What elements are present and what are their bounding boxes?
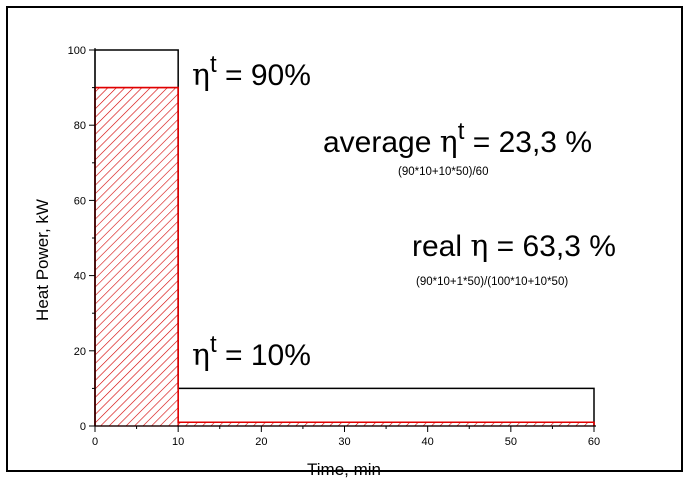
y-tick-label: 0 — [80, 421, 86, 433]
x-tick-label: 20 — [255, 436, 267, 448]
annotation-eta-90: ηt = 90% — [192, 51, 311, 93]
annotation-eta-10: ηt = 10% — [192, 331, 311, 373]
x-tick-label: 10 — [172, 436, 184, 448]
useful-heat-bar-0 — [94, 86, 179, 427]
annotation-real-eta: real η = 63,3 % — [412, 229, 616, 264]
y-tick-label: 100 — [68, 45, 86, 57]
y-tick-label: 80 — [74, 120, 86, 132]
annotation-average-eta: average ηt = 23,3 % — [323, 118, 592, 160]
annotation-real-formula: (90*10+1*50)/(100*10+10*50) — [416, 276, 568, 288]
y-axis-title: Heat Power, kW — [33, 199, 52, 321]
x-tick-label: 60 — [588, 436, 600, 448]
y-tick-label: 60 — [74, 195, 86, 207]
x-tick-label: 0 — [92, 436, 98, 448]
x-axis-title: Time, min — [307, 460, 381, 479]
x-tick-label: 50 — [505, 436, 517, 448]
annotation-average-formula: (90*10+10*50)/60 — [398, 166, 488, 178]
y-tick-label: 40 — [74, 271, 86, 283]
x-tick-label: 30 — [338, 436, 350, 448]
x-tick-label: 40 — [422, 436, 434, 448]
y-tick-label: 20 — [74, 346, 86, 358]
plot-area: 0 10 20 30 40 50 60 0 20 40 60 80 100 — [68, 45, 600, 448]
